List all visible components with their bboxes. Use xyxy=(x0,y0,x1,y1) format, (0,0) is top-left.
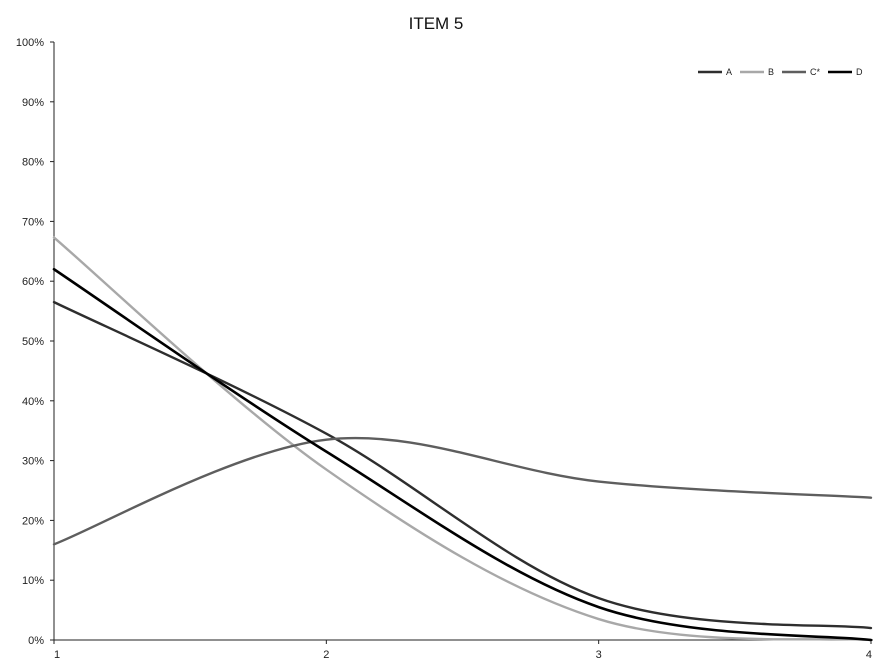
y-tick-label: 70% xyxy=(22,216,44,228)
series-line-d xyxy=(52,267,873,642)
series-line-c xyxy=(52,436,873,546)
chart-title: ITEM 5 xyxy=(409,14,464,33)
y-tick-label: 80% xyxy=(22,157,44,169)
legend-label: D xyxy=(856,67,863,77)
y-tick-label: 30% xyxy=(22,456,44,468)
x-tick-label: 1 xyxy=(54,649,60,661)
y-tick-label: 90% xyxy=(22,97,44,109)
legend-label: B xyxy=(768,67,774,77)
series-line-a xyxy=(52,300,873,630)
legend-label: A xyxy=(726,67,732,77)
y-axis-ticks: 0% 10% 20% 30% 40% 50% 60% 70% 80% 90% 100% xyxy=(16,37,54,647)
series-lines xyxy=(52,236,873,642)
y-tick-label: 100% xyxy=(16,37,44,49)
y-tick-label: 40% xyxy=(22,396,44,408)
legend: A B C* D xyxy=(698,67,863,77)
y-tick-label: 50% xyxy=(22,336,44,348)
y-tick-label: 20% xyxy=(22,515,44,527)
legend-label: C* xyxy=(810,67,820,77)
x-tick-label: 3 xyxy=(596,649,602,661)
x-axis-ticks: 1 2 3 4 xyxy=(53,640,872,661)
x-tick-label: 4 xyxy=(866,649,872,661)
y-tick-label: 0% xyxy=(28,635,44,647)
series-line-b xyxy=(52,236,873,642)
y-tick-label: 10% xyxy=(22,575,44,587)
y-tick-label: 60% xyxy=(22,276,44,288)
x-tick-label: 2 xyxy=(323,649,329,661)
